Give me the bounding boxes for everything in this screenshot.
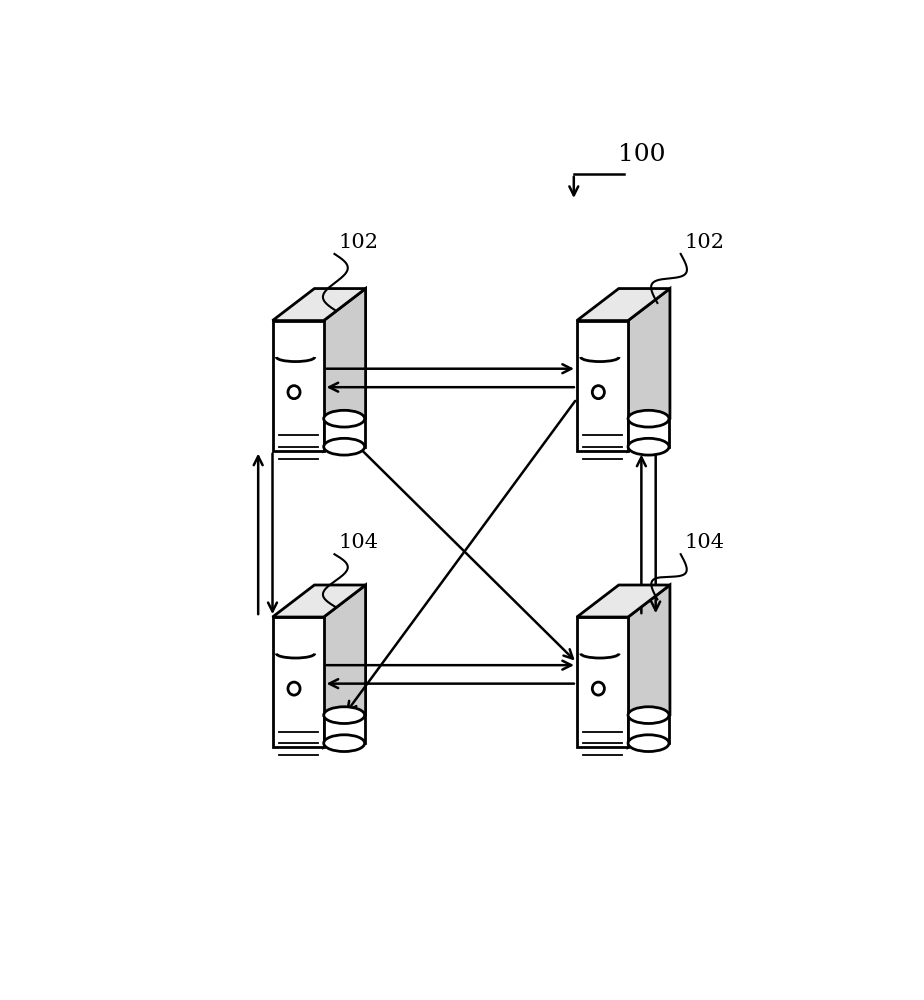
- Ellipse shape: [628, 735, 669, 752]
- Ellipse shape: [323, 707, 365, 724]
- Polygon shape: [273, 321, 323, 451]
- Polygon shape: [273, 617, 323, 747]
- Ellipse shape: [628, 438, 669, 455]
- Polygon shape: [577, 289, 670, 321]
- Polygon shape: [628, 715, 669, 743]
- Ellipse shape: [323, 438, 365, 455]
- Text: 100: 100: [618, 143, 665, 166]
- Polygon shape: [577, 617, 628, 747]
- Polygon shape: [577, 585, 670, 617]
- Polygon shape: [323, 289, 366, 451]
- Polygon shape: [273, 289, 366, 321]
- Polygon shape: [628, 585, 670, 747]
- Ellipse shape: [323, 410, 365, 427]
- Polygon shape: [323, 585, 366, 747]
- Polygon shape: [577, 321, 628, 451]
- Polygon shape: [323, 715, 365, 743]
- Text: 104: 104: [685, 533, 724, 552]
- Text: 102: 102: [685, 233, 724, 252]
- Ellipse shape: [628, 707, 669, 724]
- Text: 104: 104: [338, 533, 378, 552]
- Polygon shape: [628, 419, 669, 447]
- Ellipse shape: [323, 735, 365, 752]
- Ellipse shape: [628, 410, 669, 427]
- Polygon shape: [323, 419, 365, 447]
- Polygon shape: [273, 585, 366, 617]
- Text: 102: 102: [338, 233, 378, 252]
- Polygon shape: [628, 289, 670, 451]
